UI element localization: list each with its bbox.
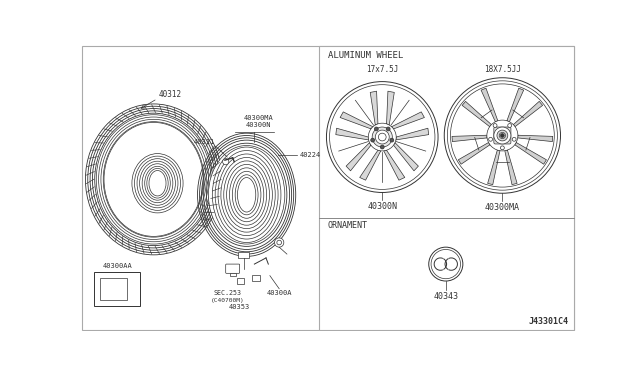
Text: J43301C4: J43301C4 — [528, 317, 568, 326]
Polygon shape — [394, 143, 419, 171]
Circle shape — [368, 123, 396, 151]
Circle shape — [371, 138, 374, 142]
Circle shape — [429, 247, 463, 281]
Polygon shape — [360, 150, 381, 180]
Text: 40224: 40224 — [300, 152, 321, 158]
Circle shape — [500, 146, 504, 150]
Circle shape — [444, 78, 561, 193]
Bar — [100, 278, 127, 299]
Circle shape — [390, 138, 394, 142]
Polygon shape — [340, 112, 373, 129]
Circle shape — [372, 127, 392, 147]
Bar — [319, 46, 575, 330]
Polygon shape — [507, 88, 524, 122]
Bar — [237, 278, 244, 284]
Circle shape — [380, 145, 384, 149]
Polygon shape — [488, 150, 500, 185]
Polygon shape — [513, 101, 543, 127]
Circle shape — [326, 81, 438, 192]
Text: SEC.253: SEC.253 — [213, 291, 241, 296]
FancyBboxPatch shape — [226, 264, 239, 273]
Wedge shape — [440, 258, 449, 270]
Bar — [230, 273, 236, 276]
Polygon shape — [370, 91, 378, 125]
Text: 40343: 40343 — [433, 292, 458, 301]
Circle shape — [494, 127, 511, 144]
Text: 40300MA: 40300MA — [243, 115, 273, 121]
Text: 17x7.5J: 17x7.5J — [366, 65, 399, 74]
Polygon shape — [396, 128, 429, 140]
Text: 40300AA: 40300AA — [102, 263, 132, 269]
FancyBboxPatch shape — [494, 127, 511, 144]
Text: 18X7.5JJ: 18X7.5JJ — [484, 65, 521, 74]
Polygon shape — [458, 142, 490, 164]
Text: 40300MA: 40300MA — [485, 203, 520, 212]
Circle shape — [508, 124, 511, 128]
Polygon shape — [392, 112, 424, 129]
Polygon shape — [481, 88, 498, 122]
Ellipse shape — [209, 145, 285, 244]
Polygon shape — [505, 150, 517, 185]
Text: (C40700M): (C40700M) — [211, 298, 244, 303]
Bar — [94, 272, 140, 307]
Circle shape — [487, 120, 518, 151]
Polygon shape — [462, 101, 492, 127]
Circle shape — [497, 130, 508, 141]
Text: 40300A: 40300A — [266, 291, 292, 296]
Ellipse shape — [104, 122, 204, 236]
Text: 40312: 40312 — [159, 90, 182, 99]
Text: 40300N: 40300N — [367, 202, 397, 211]
Circle shape — [374, 127, 378, 131]
Polygon shape — [515, 142, 547, 164]
Circle shape — [493, 124, 497, 128]
Circle shape — [275, 238, 284, 247]
Text: 40311: 40311 — [194, 139, 216, 145]
Polygon shape — [346, 143, 371, 171]
Text: 40353: 40353 — [228, 304, 250, 310]
Circle shape — [489, 137, 493, 141]
Text: ORNAMENT: ORNAMENT — [328, 221, 368, 230]
Circle shape — [386, 127, 390, 131]
Circle shape — [500, 134, 504, 137]
Text: ALUMINUM WHEEL: ALUMINUM WHEEL — [328, 51, 403, 60]
Polygon shape — [452, 135, 487, 142]
Bar — [252, 275, 260, 281]
Circle shape — [223, 158, 229, 165]
Circle shape — [378, 133, 386, 141]
Bar — [238, 252, 249, 258]
Circle shape — [512, 137, 516, 141]
Polygon shape — [384, 150, 404, 180]
Circle shape — [375, 130, 389, 144]
Polygon shape — [336, 128, 369, 140]
Text: 40300N: 40300N — [246, 122, 271, 128]
Polygon shape — [518, 135, 553, 142]
Polygon shape — [387, 91, 394, 125]
Circle shape — [499, 132, 506, 139]
